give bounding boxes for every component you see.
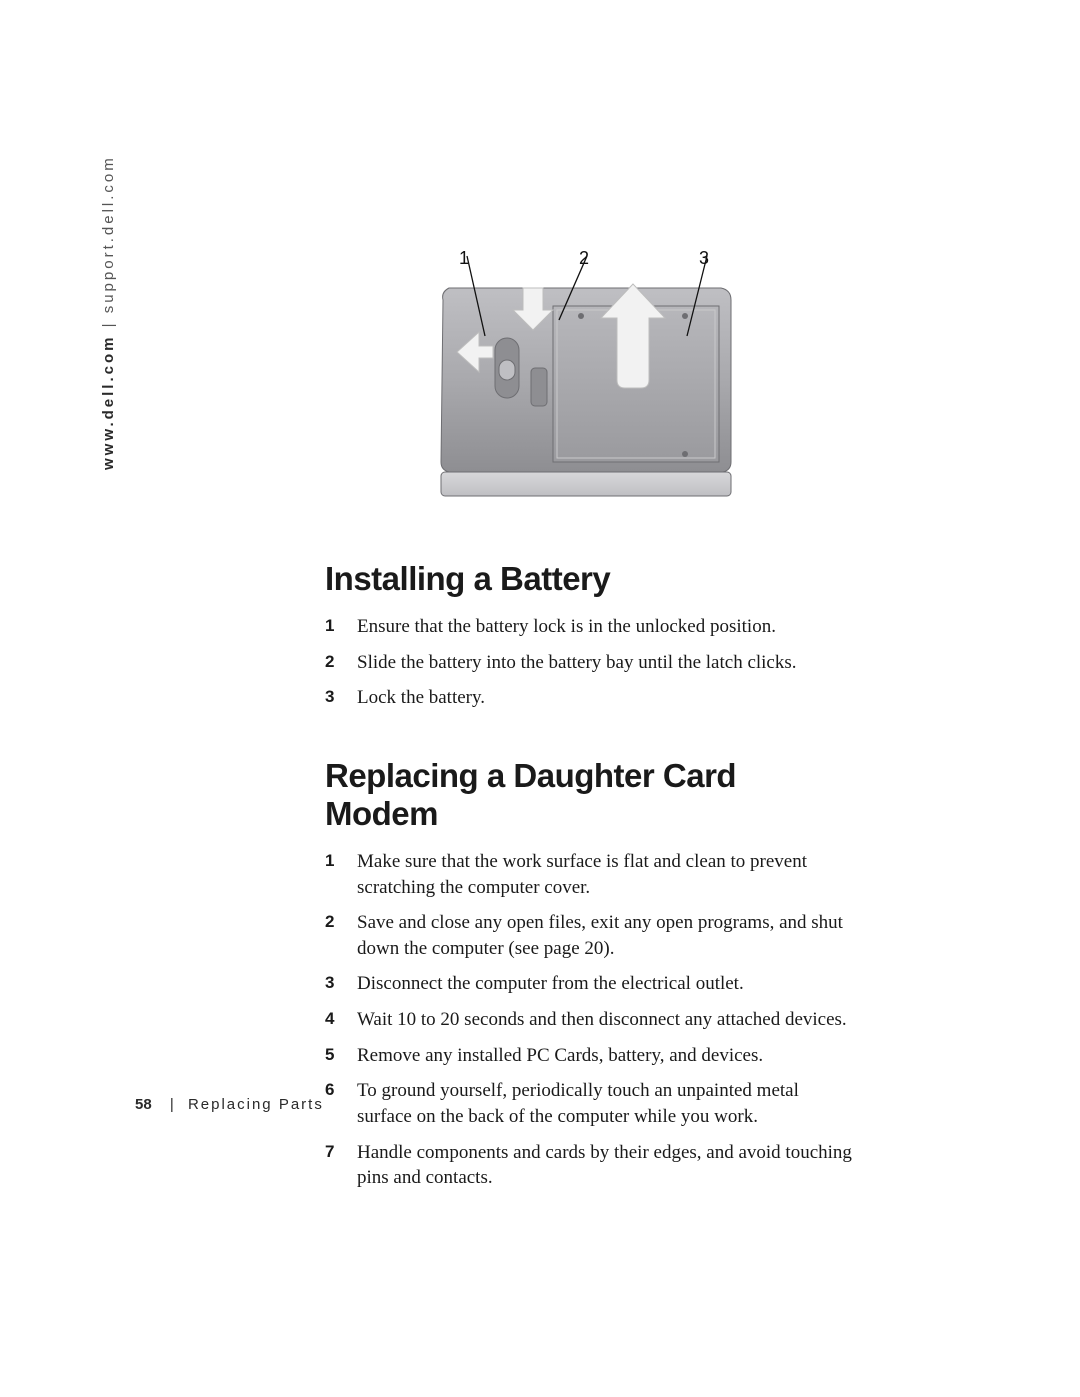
battery-diagram: [435, 248, 735, 504]
content-column: Installing a Battery Ensure that the bat…: [325, 560, 855, 1237]
footer-section: Replacing Parts: [188, 1096, 324, 1113]
footer-separator: |: [170, 1096, 176, 1113]
step: Remove any installed PC Cards, battery, …: [357, 1043, 855, 1069]
page: www.dell.com | support.dell.com 1 2 3: [0, 0, 1080, 1397]
steps-installing-battery: Ensure that the battery lock is in the u…: [325, 614, 855, 711]
sidebar-support-url: support.dell.com: [100, 155, 117, 313]
step: Ensure that the battery lock is in the u…: [357, 614, 855, 640]
step: Disconnect the computer from the electri…: [357, 971, 855, 997]
page-number: 58: [135, 1096, 152, 1113]
step: Make sure that the work surface is flat …: [357, 849, 855, 900]
step: Handle components and cards by their edg…: [357, 1140, 855, 1191]
step: Save and close any open files, exit any …: [357, 910, 855, 961]
heading-replacing-modem: Replacing a Daughter Card Modem: [325, 757, 855, 833]
step: To ground yourself, periodically touch a…: [357, 1078, 855, 1129]
heading-installing-battery: Installing a Battery: [325, 560, 855, 598]
steps-replacing-modem: Make sure that the work surface is flat …: [325, 849, 855, 1191]
sidebar-separator: |: [100, 313, 117, 334]
sidebar-main-url: www.dell.com: [100, 335, 117, 470]
step: Lock the battery.: [357, 685, 855, 711]
step: Wait 10 to 20 seconds and then disconnec…: [357, 1007, 855, 1033]
page-footer: 58 | Replacing Parts: [135, 1096, 324, 1113]
sidebar-url: www.dell.com | support.dell.com: [100, 220, 117, 470]
step: Slide the battery into the battery bay u…: [357, 650, 855, 676]
